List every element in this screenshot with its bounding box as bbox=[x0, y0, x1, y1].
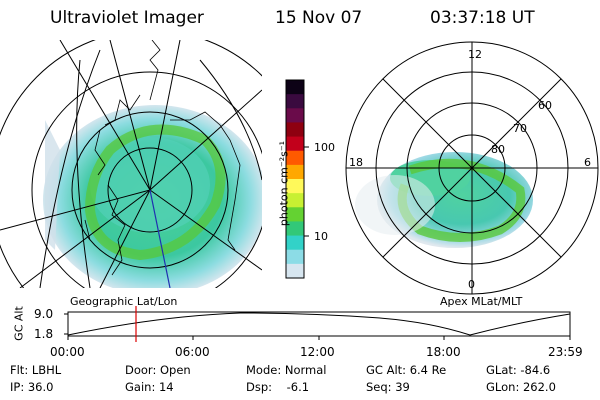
colorbar-segment bbox=[286, 249, 304, 265]
gc-alt-readout: GC Alt: 6.4 Re bbox=[366, 363, 447, 377]
lat-label-80: 80 bbox=[491, 143, 505, 156]
colorbar-segment bbox=[286, 122, 304, 138]
colorbar-segment bbox=[286, 193, 304, 208]
colorbar-segment bbox=[286, 235, 304, 251]
lat-label-60: 60 bbox=[538, 99, 552, 112]
seq-readout: Seq: 39 bbox=[366, 380, 410, 394]
dsp-readout: Dsp: -6.1 bbox=[246, 380, 310, 394]
colorbar-segment bbox=[286, 207, 304, 223]
mlt-label-0: 0 bbox=[468, 278, 475, 291]
altitude-strip-plot bbox=[64, 306, 571, 342]
colorbar-unit-label: photon cm⁻²s⁻¹ bbox=[277, 140, 291, 227]
colorbar-tick-100: 100 bbox=[314, 141, 335, 154]
colorbar-frame bbox=[285, 79, 305, 279]
colorbar-segment bbox=[286, 80, 304, 95]
instrument-title: Ultraviolet Imager bbox=[50, 8, 204, 28]
gain-readout: Gain: 14 bbox=[125, 380, 174, 394]
filter-readout: Flt: LBHL bbox=[10, 363, 62, 377]
lat-label-70: 70 bbox=[513, 122, 527, 135]
door-readout: Door: Open bbox=[125, 363, 191, 377]
strip-ytick-1-8: 1.8 bbox=[34, 327, 54, 341]
ip-readout: IP: 36.0 bbox=[10, 380, 54, 394]
strip-ytick-9: 9.0 bbox=[34, 307, 54, 321]
colorbar-segment bbox=[286, 150, 304, 166]
colorbar-segment bbox=[286, 94, 304, 109]
colorbar-segment bbox=[286, 221, 304, 237]
colorbar-segment bbox=[286, 263, 304, 279]
polar-panel-caption: Apex MLat/MLT bbox=[440, 295, 523, 308]
strip-xtick-0600: 06:00 bbox=[175, 345, 210, 359]
strip-xtick-1800: 18:00 bbox=[426, 345, 461, 359]
colorbar-segment bbox=[286, 164, 304, 180]
polar-grid bbox=[345, 41, 599, 295]
glon-readout: GLon: 262.0 bbox=[486, 380, 556, 394]
colorbar-tick-10: 10 bbox=[314, 230, 328, 243]
strip-xtick-2359: 23:59 bbox=[548, 345, 583, 359]
mlt-label-12: 12 bbox=[468, 48, 482, 61]
strip-xtick-0000: 00:00 bbox=[50, 345, 85, 359]
mode-readout: Mode: Normal bbox=[246, 363, 327, 377]
colorbar-segment bbox=[286, 108, 304, 124]
mlt-label-18: 18 bbox=[349, 156, 363, 169]
mlt-label-6: 6 bbox=[584, 156, 591, 169]
geo-panel-caption: Geographic Lat/Lon bbox=[70, 295, 178, 308]
geographic-auroral-image bbox=[0, 40, 262, 288]
glat-readout: GLat: -84.6 bbox=[486, 363, 551, 377]
strip-xtick-1200: 12:00 bbox=[300, 345, 335, 359]
strip-ylabel: GC Alt bbox=[12, 306, 26, 341]
colorbar-segment bbox=[286, 179, 304, 194]
colorbar bbox=[285, 79, 305, 279]
date-label: 15 Nov 07 bbox=[275, 8, 363, 28]
time-label: 03:37:18 UT bbox=[430, 8, 535, 28]
colorbar-segment bbox=[286, 136, 304, 152]
